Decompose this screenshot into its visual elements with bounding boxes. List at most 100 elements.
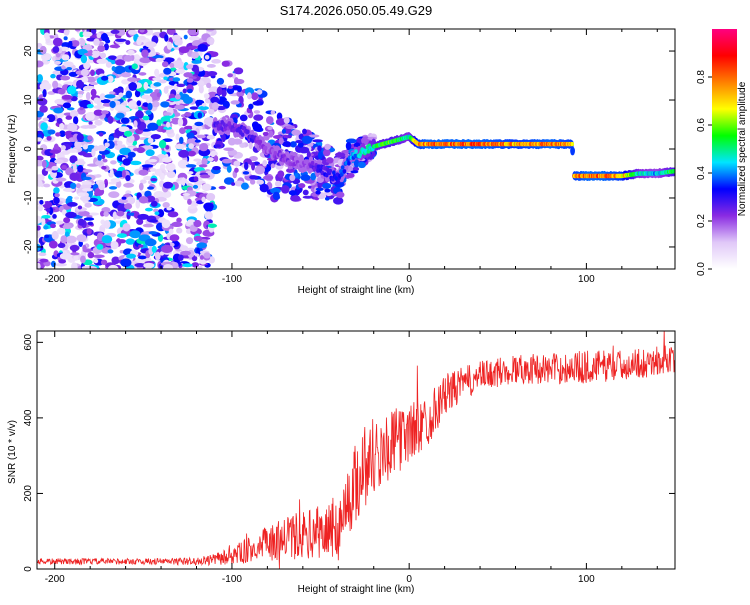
heatmap-cell — [138, 244, 144, 248]
heatmap-cell — [218, 185, 226, 190]
heatmap-cell — [204, 211, 213, 220]
heatmap-cell — [175, 69, 186, 74]
heatmap-cell — [54, 98, 65, 105]
heatmap-cell — [233, 77, 239, 85]
heatmap-cell — [206, 134, 215, 140]
heatmap-cell — [69, 172, 80, 182]
heatmap-cell — [53, 187, 60, 194]
heatmap-cell — [66, 67, 73, 71]
heatmap-cell — [82, 176, 92, 181]
heatmap-cell — [37, 204, 44, 212]
heatmap-cell — [37, 60, 44, 68]
heatmap-cell — [85, 111, 95, 121]
heatmap-cell — [182, 88, 187, 94]
heatmap-cell — [252, 123, 263, 132]
heatmap-cell — [55, 177, 67, 182]
heatmap-cell — [227, 73, 233, 78]
heatmap-cell — [299, 146, 310, 154]
heatmap-cell — [183, 34, 188, 40]
heatmap-cell — [187, 219, 195, 223]
heatmap-cell — [288, 190, 297, 196]
heatmap-cell — [163, 263, 174, 269]
heatmap-cell — [127, 49, 135, 55]
heatmap-cell — [108, 181, 117, 185]
heatmap-cell — [85, 266, 98, 269]
ridge-core — [246, 129, 250, 134]
heatmap-cell — [164, 34, 169, 42]
heatmap-cell — [136, 218, 144, 225]
heatmap-cell — [155, 57, 164, 63]
heatmap-cell — [52, 37, 63, 47]
heatmap-cell — [108, 191, 120, 198]
heatmap-cell — [96, 58, 108, 64]
ridge-core — [298, 156, 302, 162]
heatmap-cell — [43, 183, 51, 188]
y-tick-label: 10 — [23, 94, 34, 106]
heatmap-cell — [169, 62, 175, 69]
heatmap-cell — [249, 179, 256, 185]
heatmap-cell — [38, 252, 47, 257]
ridge-core — [273, 151, 278, 156]
heatmap-cell — [80, 54, 88, 64]
colorbar-tick-label: 0.2 — [696, 214, 707, 228]
heatmap-cell — [197, 125, 202, 129]
y-tick-label: -10 — [23, 190, 34, 205]
heatmap-cell — [88, 121, 93, 125]
snr-frame — [36, 330, 676, 570]
heatmap-cell — [186, 64, 194, 70]
heatmap-cell — [171, 221, 183, 228]
heatmap-cell — [42, 117, 50, 122]
ridge-core — [672, 168, 675, 174]
heatmap-cell — [121, 196, 127, 200]
heatmap-cell — [157, 209, 165, 218]
x-tick-label: 0 — [406, 274, 412, 285]
heatmap-cell — [39, 82, 52, 91]
heatmap-cell — [196, 134, 206, 139]
heatmap-cell — [139, 57, 152, 64]
heatmap-cell — [64, 130, 74, 137]
heatmap-cell — [121, 170, 126, 178]
heatmap-cell — [185, 237, 194, 245]
heatmap-cell — [221, 158, 233, 164]
heatmap-cell — [209, 37, 215, 46]
ridge-core — [366, 149, 371, 154]
heatmap-cell — [83, 217, 95, 221]
heatmap-cell — [143, 81, 149, 91]
heatmap-cell — [137, 255, 147, 260]
heatmap-cell — [223, 147, 235, 152]
heatmap-cell — [138, 182, 144, 191]
ridge-core — [310, 160, 315, 166]
colorbar-tick-label: 0.4 — [696, 166, 707, 180]
heatmap-cell — [120, 258, 132, 268]
heatmap-cell — [128, 100, 138, 109]
heatmap-cell — [281, 140, 292, 147]
heatmap-cell — [216, 77, 225, 85]
heatmap-cell — [174, 38, 183, 46]
heatmap-cell — [136, 100, 142, 107]
heatmap-cell — [194, 121, 204, 127]
heatmap-cell — [96, 102, 102, 106]
heatmap-cell — [79, 31, 84, 38]
heatmap-cell — [231, 72, 236, 79]
heatmap-cell — [138, 196, 149, 204]
heatmap-cell — [176, 83, 186, 88]
ridge-core — [288, 161, 293, 167]
heatmap-cell — [74, 140, 82, 149]
heatmap-cell — [50, 73, 56, 79]
heatmap-cell — [54, 60, 61, 65]
heatmap-cell — [129, 230, 141, 239]
heatmap-cell — [118, 92, 124, 98]
heatmap-cell — [139, 29, 145, 33]
ridge-halo — [570, 146, 575, 156]
heatmap-cell — [199, 255, 204, 260]
heatmap-cell — [176, 227, 183, 234]
heatmap-cell — [148, 231, 158, 235]
heatmap-cell — [43, 225, 49, 230]
heatmap-cell — [72, 79, 78, 88]
heatmap-cell — [183, 125, 194, 130]
heatmap-cell — [333, 197, 344, 205]
heatmap-cell — [61, 209, 67, 216]
heatmap-cell — [191, 262, 200, 268]
heatmap-cell — [159, 79, 167, 84]
